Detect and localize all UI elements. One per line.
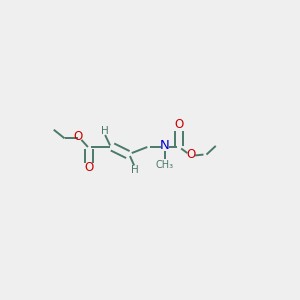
Text: CH₃: CH₃: [156, 160, 174, 170]
Text: O: O: [73, 130, 82, 143]
Text: H: H: [131, 165, 139, 175]
Text: O: O: [85, 161, 94, 174]
Text: N: N: [160, 139, 170, 152]
Text: H: H: [100, 126, 108, 136]
Text: O: O: [186, 148, 196, 161]
Text: O: O: [174, 118, 184, 131]
